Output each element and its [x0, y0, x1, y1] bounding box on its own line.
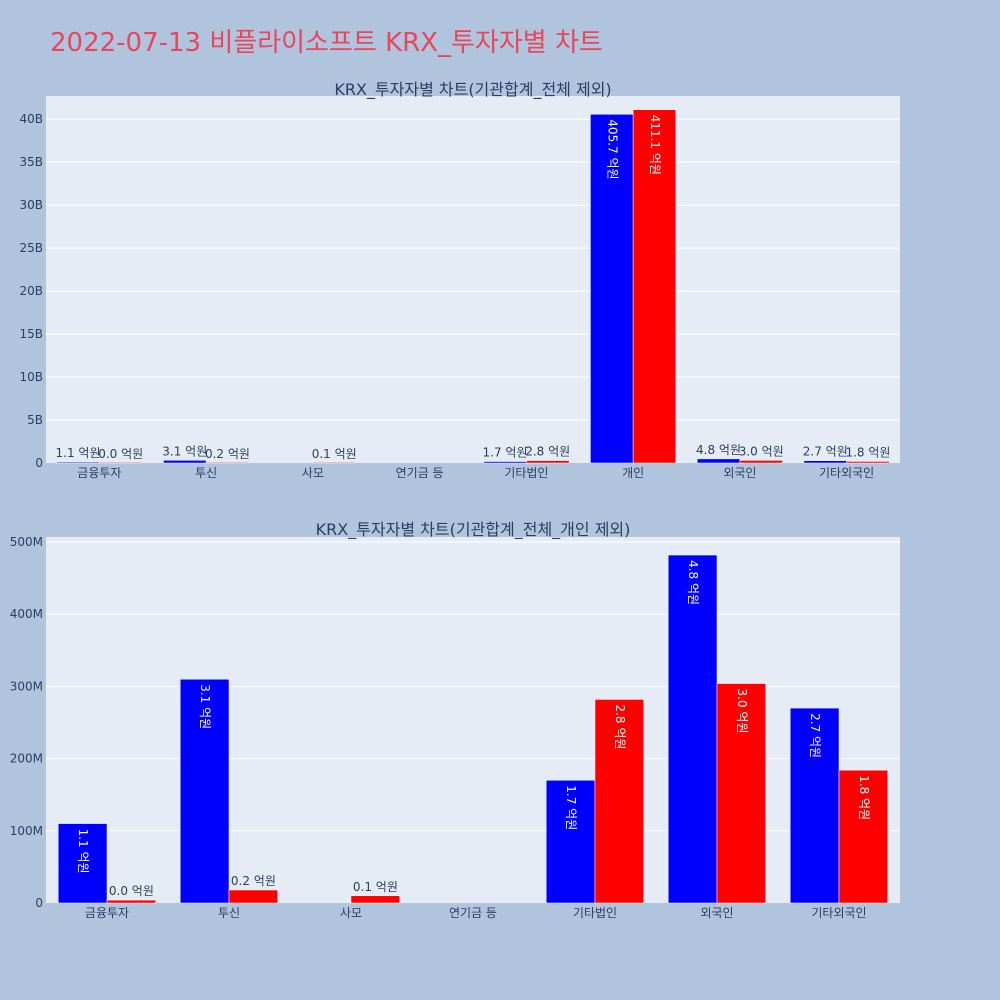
y-tick-label: 20B: [19, 284, 43, 298]
bar-value-label: 2.7 억원: [803, 445, 848, 459]
bar-sell: [716, 683, 767, 904]
x-tick-label: 개인: [622, 466, 644, 480]
bar-buy: [179, 678, 230, 904]
bar-buy: [545, 780, 596, 904]
bar-sell: [106, 899, 157, 904]
bar-sell: [228, 889, 279, 904]
y-tick-label: 5B: [27, 413, 43, 427]
x-tick-label: 사모: [340, 906, 362, 920]
bar-sell: [838, 769, 889, 904]
bar-value-label: 0.1 억원: [353, 880, 398, 894]
y-tick-label: 0: [35, 456, 43, 470]
y-tick-label: 10B: [19, 370, 43, 384]
bar-sell: [846, 461, 890, 464]
y-tick-label: 0: [35, 896, 43, 910]
bar-sell: [312, 461, 356, 464]
bar-value-label: 3.1 억원: [162, 444, 207, 458]
bar-value-label: 0.0 억원: [98, 447, 143, 461]
bar-sell: [594, 699, 645, 904]
y-tick-label: 200M: [10, 752, 43, 766]
x-tick-label: 외국인: [723, 466, 756, 480]
bar-value-label: 3.1 억원: [198, 684, 212, 729]
plot-area: [46, 537, 900, 903]
bar-buy: [667, 554, 718, 904]
bar-buy: [163, 460, 207, 464]
bar-value-label: 2.7 억원: [808, 713, 822, 758]
plot-area: [46, 96, 900, 463]
bar-value-label: 0.2 억원: [205, 447, 250, 461]
bar-value-label: 3.0 억원: [735, 689, 749, 734]
x-tick-label: 연기금 등: [449, 906, 497, 920]
bar-value-label: 1.1 억원: [56, 446, 101, 460]
bar-value-label: 3.0 억원: [739, 444, 784, 458]
bar-value-label: 411.1 억원: [648, 115, 662, 175]
x-tick-label: 금융투자: [85, 906, 129, 920]
bar-sell: [205, 461, 250, 464]
chart-title: KRX_투자자별 차트(기관합계_전체_개인 제외): [316, 520, 631, 540]
bar-value-label: 1.7 억원: [564, 785, 578, 830]
bar-value-label: 4.8 억원: [686, 560, 700, 605]
x-tick-label: 기타외국인: [811, 906, 866, 920]
x-tick-label: 기타외국인: [819, 466, 874, 480]
x-tick-label: 투신: [218, 906, 240, 920]
bar-value-label: 1.7 억원: [483, 446, 528, 460]
bar-value-label: 2.8 억원: [525, 445, 570, 459]
bar-value-label: 4.8 억원: [696, 443, 741, 457]
bar-value-label: 1.1 억원: [76, 829, 90, 874]
y-tick-label: 15B: [19, 327, 43, 341]
bar-sell: [632, 109, 677, 464]
chart-title: KRX_투자자별 차트(기관합계_전체 제외): [334, 80, 611, 100]
bar-value-label: 0.0 억원: [109, 884, 154, 898]
x-tick-label: 기타법인: [504, 466, 548, 480]
bar-buy: [789, 707, 840, 904]
y-tick-label: 40B: [19, 112, 43, 126]
y-tick-label: 500M: [10, 535, 43, 549]
bar-value-label: 0.2 억원: [231, 874, 276, 888]
y-tick-label: 300M: [10, 679, 43, 693]
x-tick-label: 금융투자: [77, 466, 121, 480]
x-tick-label: 외국인: [700, 906, 733, 920]
y-tick-label: 35B: [19, 155, 43, 169]
investor-chart-top: 0 5B 10B 15B 20B 25B 30B 35B 40B KRX_투자자별 차트(기관합계…: [19, 80, 900, 480]
bar-buy: [590, 114, 634, 464]
bar-value-label: 1.8 억원: [845, 445, 890, 459]
y-tick-label: 25B: [19, 241, 43, 255]
y-tick-label: 100M: [10, 824, 43, 838]
bar-value-label: 405.7 억원: [605, 119, 619, 179]
x-tick-label: 기타법인: [573, 906, 617, 920]
bar-buy: [57, 823, 108, 904]
y-tick-label: 30B: [19, 198, 43, 212]
x-tick-label: 투신: [195, 466, 217, 480]
bar-value-label: 1.8 억원: [857, 775, 871, 820]
bar-sell: [99, 461, 143, 464]
bar-sell: [526, 460, 570, 464]
bar-sell: [739, 460, 783, 464]
y-tick-label: 400M: [10, 607, 43, 621]
bar-sell: [350, 895, 401, 904]
page-title: 2022-07-13 비플라이소프트 KRX_투자자별 차트: [50, 28, 603, 58]
bar-value-label: 0.1 억원: [312, 447, 357, 461]
bar-value-label: 2.8 억원: [613, 704, 627, 749]
x-tick-label: 사모: [302, 466, 324, 480]
x-tick-label: 연기금 등: [396, 466, 444, 480]
